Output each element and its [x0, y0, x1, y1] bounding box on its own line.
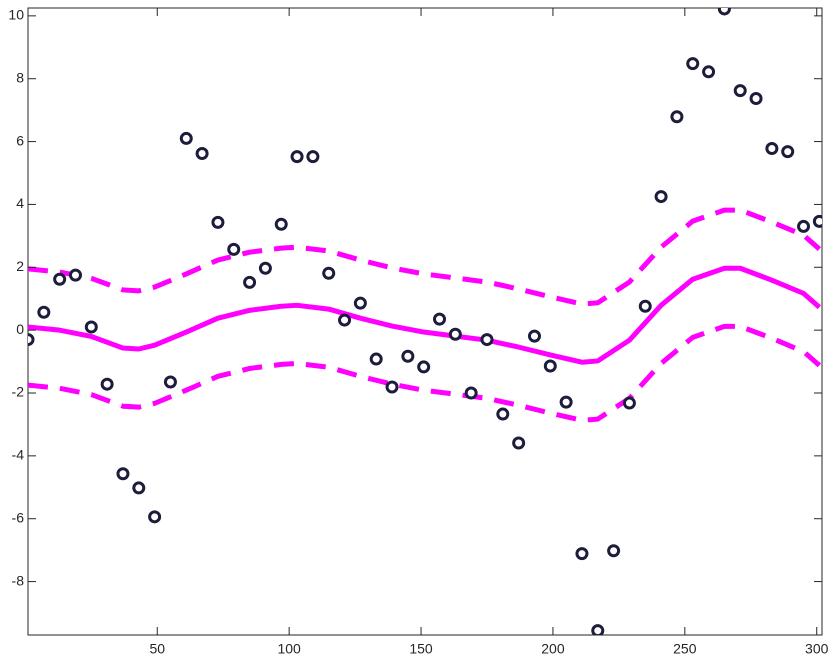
- data-point: [622, 396, 636, 410]
- data-point: [717, 8, 731, 16]
- x-tick-label: 100: [277, 641, 301, 657]
- data-point: [290, 150, 304, 164]
- x-tick-label: 250: [673, 641, 697, 657]
- data-point: [148, 510, 162, 524]
- plot-area: [28, 8, 822, 635]
- data-point: [37, 305, 51, 319]
- y-tick-label: 0: [16, 321, 24, 337]
- y-tick-label: 2: [16, 258, 24, 274]
- data-point: [401, 349, 415, 363]
- data-point: [654, 190, 668, 204]
- data-point: [369, 352, 383, 366]
- data-point: [464, 386, 478, 400]
- data-point: [53, 272, 67, 286]
- y-tick-label: 4: [16, 195, 24, 211]
- y-tick-label: -8: [12, 572, 25, 588]
- data-point: [512, 436, 526, 450]
- y-tick-label: 6: [16, 132, 24, 148]
- data-point: [132, 481, 146, 495]
- data-point: [480, 333, 494, 347]
- data-point: [338, 313, 352, 327]
- data-point: [448, 327, 462, 341]
- y-tick-label: -6: [12, 509, 25, 525]
- data-point: [543, 359, 557, 373]
- data-point: [591, 624, 605, 635]
- data-point: [116, 467, 130, 481]
- data-point: [163, 375, 177, 389]
- data-point: [227, 242, 241, 256]
- data-point: [179, 131, 193, 145]
- y-tick-label: 10: [8, 7, 24, 23]
- data-point: [243, 275, 257, 289]
- data-point: [211, 215, 225, 229]
- data-point: [322, 266, 336, 280]
- data-point: [274, 217, 288, 231]
- data-point: [575, 547, 589, 561]
- data-point: [797, 219, 811, 233]
- data-point: [496, 407, 510, 421]
- plot-frame: [27, 7, 823, 636]
- data-point: [258, 261, 272, 275]
- data-point: [353, 296, 367, 310]
- data-point: [385, 380, 399, 394]
- y-tick-label: -2: [12, 384, 25, 400]
- data-point: [433, 312, 447, 326]
- data-point: [417, 360, 431, 374]
- data-point: [306, 150, 320, 164]
- data-point: [733, 84, 747, 98]
- data-point: [812, 214, 822, 228]
- data-point: [527, 329, 541, 343]
- fit-line: [28, 265, 822, 365]
- data-point: [781, 145, 795, 159]
- data-point: [84, 320, 98, 334]
- data-point: [765, 141, 779, 155]
- bound-line: [28, 207, 822, 307]
- data-point: [702, 65, 716, 79]
- x-tick-label: 150: [409, 641, 433, 657]
- x-tick-label: 200: [541, 641, 565, 657]
- data-point: [670, 110, 684, 124]
- data-point: [559, 395, 573, 409]
- data-point: [195, 147, 209, 161]
- bound-line: [28, 323, 822, 423]
- x-tick-label: 300: [805, 641, 829, 657]
- y-tick-label: -4: [12, 447, 25, 463]
- data-point: [638, 299, 652, 313]
- data-point: [607, 544, 621, 558]
- x-tick-label: 50: [149, 641, 165, 657]
- data-point: [68, 268, 82, 282]
- data-point: [749, 92, 763, 106]
- data-point: [100, 377, 114, 391]
- data-point: [28, 333, 35, 347]
- data-point: [686, 57, 700, 71]
- y-tick-label: 8: [16, 69, 24, 85]
